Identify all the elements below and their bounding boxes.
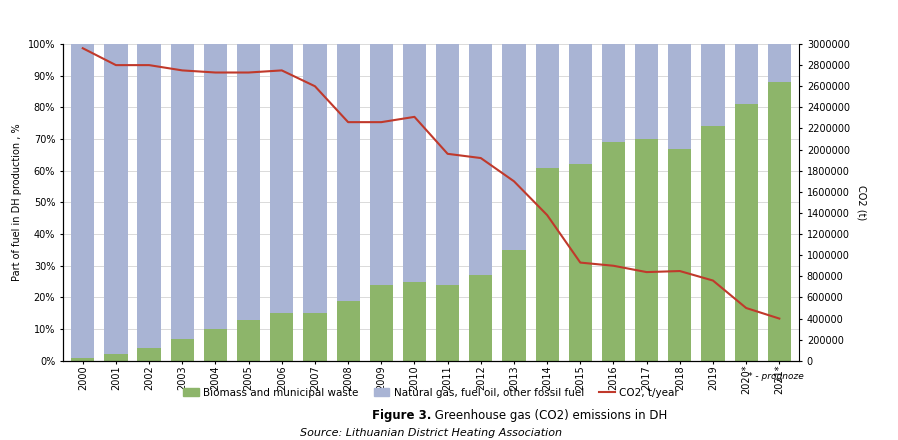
Bar [701,44,725,126]
Bar [403,282,426,361]
Bar [71,44,94,358]
CO2, t/year [641,269,652,275]
CO2, t/year [144,62,154,68]
Bar [635,44,658,139]
Bar [370,285,393,361]
CO2, t/year [442,151,453,157]
Bar [204,329,227,361]
Text: Greenhouse gas (CO2) emissions in DH: Greenhouse gas (CO2) emissions in DH [431,409,667,422]
CO2, t/year [409,114,420,120]
CO2, t/year [77,46,88,51]
Bar [502,250,525,361]
Bar [502,44,525,250]
Bar [668,149,691,361]
Bar [171,44,194,339]
Bar [237,319,260,361]
CO2, t/year [110,62,121,68]
Bar [602,44,625,142]
Bar [701,126,725,361]
Bar [635,139,658,361]
CO2, t/year [376,120,387,125]
Legend: Biomass and municipal waste, Natural gas, fuel oil, other fossil fuel, CO2, t/ye: Biomass and municipal waste, Natural gas… [179,384,683,402]
Bar [337,44,360,301]
Bar [403,44,426,282]
CO2, t/year [177,68,188,73]
Text: Figure 3.: Figure 3. [372,409,431,422]
Line: CO2, t/year: CO2, t/year [83,48,779,319]
CO2, t/year [475,155,486,161]
Bar [735,44,758,104]
CO2, t/year [575,260,585,265]
Bar [104,355,128,361]
CO2, t/year [608,263,619,268]
Bar [137,44,161,348]
Bar [602,142,625,361]
Y-axis label: Part of fuel in DH production , %: Part of fuel in DH production , % [13,124,22,281]
CO2, t/year [741,305,752,311]
CO2, t/year [310,84,321,89]
Bar [104,44,128,355]
Y-axis label: CO2 (t): CO2 (t) [857,185,867,220]
Bar [535,44,559,168]
Bar [304,313,327,361]
Bar [370,44,393,285]
Bar [237,44,260,319]
CO2, t/year [774,316,785,321]
CO2, t/year [508,179,519,184]
Bar [337,301,360,361]
Text: Source: Lithuanian District Heating Association: Source: Lithuanian District Heating Asso… [300,429,562,438]
CO2, t/year [541,213,552,218]
CO2, t/year [343,120,354,125]
Bar [304,44,327,313]
CO2, t/year [210,70,221,75]
Bar [71,358,94,361]
Bar [668,44,691,149]
Bar [270,313,294,361]
CO2, t/year [277,68,287,73]
CO2, t/year [674,268,685,274]
Bar [568,44,592,165]
CO2, t/year [708,278,718,283]
Bar [768,82,791,361]
Bar [436,44,459,285]
CO2, t/year [243,70,254,75]
Text: * - prognoze: * - prognoze [748,372,804,381]
Bar [469,44,492,275]
Bar [204,44,227,329]
Bar [436,285,459,361]
Bar [171,339,194,361]
Bar [768,44,791,82]
Bar [137,348,161,361]
Bar [270,44,294,313]
Bar [535,168,559,361]
Bar [735,104,758,361]
Bar [469,275,492,361]
Bar [568,165,592,361]
